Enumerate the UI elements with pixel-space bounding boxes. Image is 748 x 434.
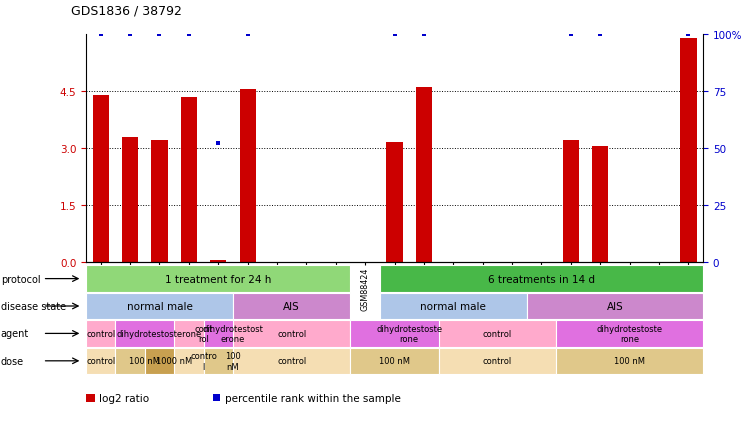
Bar <box>239 90 256 263</box>
Text: protocol: protocol <box>1 274 40 284</box>
Text: dihydrotestost
erone: dihydrotestost erone <box>203 324 263 343</box>
Text: GDS1836 / 38792: GDS1836 / 38792 <box>71 4 182 17</box>
Bar <box>145 348 203 374</box>
Text: agent: agent <box>1 329 29 339</box>
Bar <box>351 321 468 347</box>
Text: control: control <box>277 329 307 338</box>
Text: dihydrotestoste
rone: dihydrotestoste rone <box>376 324 442 343</box>
Bar <box>351 348 438 374</box>
Text: AIS: AIS <box>607 301 623 311</box>
Bar <box>562 141 579 263</box>
Text: 100 nM: 100 nM <box>129 356 160 365</box>
Bar <box>86 394 95 402</box>
Text: 100 nM: 100 nM <box>379 356 410 365</box>
Text: AIS: AIS <box>283 301 300 311</box>
Text: control: control <box>86 329 115 338</box>
Bar <box>151 141 168 263</box>
Bar <box>416 88 432 263</box>
Bar <box>438 348 557 374</box>
Bar <box>86 266 351 292</box>
Bar <box>122 137 138 263</box>
Bar <box>86 321 115 347</box>
Text: dihydrotestoste
rone: dihydrotestoste rone <box>597 324 663 343</box>
Bar <box>233 321 351 347</box>
Text: control: control <box>482 356 512 365</box>
Bar <box>174 348 233 374</box>
Bar <box>203 321 263 347</box>
Bar <box>181 97 197 263</box>
Text: contro
l: contro l <box>190 351 217 371</box>
Text: 6 treatments in 14 d: 6 treatments in 14 d <box>488 274 595 284</box>
Bar <box>174 321 233 347</box>
Text: percentile rank within the sample: percentile rank within the sample <box>225 393 401 403</box>
Bar <box>527 293 703 319</box>
Bar <box>438 321 557 347</box>
Bar <box>380 266 703 292</box>
Text: 100
nM: 100 nM <box>225 351 241 371</box>
Bar <box>233 348 351 374</box>
Text: cont
rol: cont rol <box>194 324 212 343</box>
Text: normal male: normal male <box>420 301 486 311</box>
Bar <box>115 321 203 347</box>
Text: 1000 nM: 1000 nM <box>156 356 192 365</box>
Bar <box>115 348 174 374</box>
Text: control: control <box>277 356 307 365</box>
Text: 100 nM: 100 nM <box>614 356 646 365</box>
Bar <box>557 321 703 347</box>
Text: normal male: normal male <box>126 301 192 311</box>
Bar <box>380 293 527 319</box>
Bar <box>203 348 263 374</box>
Text: dose: dose <box>1 356 24 366</box>
Bar <box>93 95 108 263</box>
Bar <box>557 348 703 374</box>
Bar <box>387 143 402 263</box>
Text: 1 treatment for 24 h: 1 treatment for 24 h <box>165 274 272 284</box>
Bar <box>681 39 696 263</box>
Bar <box>213 395 221 401</box>
Text: dihydrotestosterone: dihydrotestosterone <box>117 329 202 338</box>
Bar <box>210 261 227 263</box>
Bar <box>592 147 608 263</box>
Text: control: control <box>482 329 512 338</box>
Bar <box>86 293 233 319</box>
Text: control: control <box>86 356 115 365</box>
Bar <box>233 293 351 319</box>
Text: log2 ratio: log2 ratio <box>99 393 150 403</box>
Bar <box>86 348 115 374</box>
Text: disease state: disease state <box>1 301 66 311</box>
